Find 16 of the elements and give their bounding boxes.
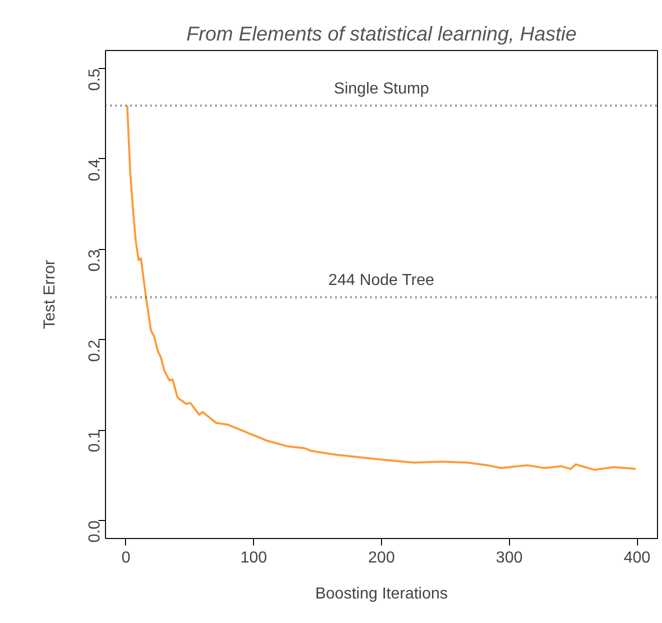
y-axis-title: Test Error [42, 259, 58, 330]
x-axis-title: Boosting Iterations [315, 586, 448, 602]
x-tick-label: 300 [496, 550, 523, 566]
y-tick-label: 0.0 [86, 520, 104, 543]
y-tick-label: 0.1 [86, 430, 104, 452]
x-tick-label: 200 [368, 550, 395, 566]
x-tick-label: 400 [624, 550, 651, 566]
ref-line-label: Single Stump [334, 80, 430, 98]
x-tick-label: 0 [121, 550, 130, 566]
ref-line-label: 244 Node Tree [328, 272, 434, 290]
y-tick-label: 0.4 [86, 158, 104, 182]
y-tick-label: 0.3 [86, 249, 104, 272]
x-tick-label: 100 [240, 550, 268, 566]
y-tick-label: 0.5 [86, 68, 104, 91]
chart-title: From Elements of statistical learning, Hastie [186, 24, 577, 46]
y-tick-label: 0.2 [86, 340, 104, 362]
